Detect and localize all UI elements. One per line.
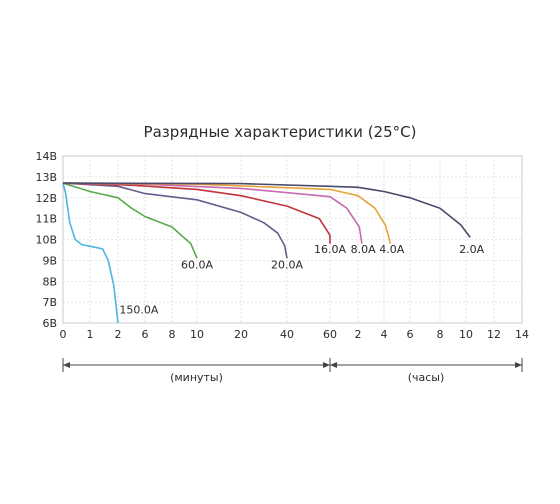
series-line xyxy=(62,182,331,244)
x-tick-label: 0 xyxy=(60,328,67,341)
arrow-head-right xyxy=(323,362,330,368)
series-line xyxy=(62,182,471,238)
x-tick-label: 12 xyxy=(487,328,501,341)
y-axis-ticks: 14В 13В 12В 11В 10В 9В 8В 7В 6В xyxy=(35,150,57,330)
series-line xyxy=(62,182,288,259)
arrow-head-right xyxy=(515,362,522,368)
x-tick-label: 8 xyxy=(169,328,176,341)
series-labels: 150.0А 60.0А 20.0А 16.0А 8.0А 4.0А 2.0А xyxy=(119,243,484,317)
x-tick-label: 10 xyxy=(190,328,204,341)
series-lines xyxy=(62,182,471,324)
x-tick-label: 6 xyxy=(407,328,414,341)
x-tick-label: 6 xyxy=(142,328,149,341)
y-tick-label: 10В xyxy=(35,234,57,247)
y-tick-label: 8В xyxy=(42,275,57,288)
series-label: 2.0А xyxy=(459,243,484,256)
x-tick-label: 4 xyxy=(381,328,388,341)
x-tick-label: 8 xyxy=(437,328,444,341)
x-tick-label: 20 xyxy=(234,328,248,341)
series-line xyxy=(62,182,198,259)
series-label: 8.0А xyxy=(351,243,376,256)
series-label: 4.0А xyxy=(379,243,404,256)
x-unit-label: (минуты) xyxy=(170,371,223,384)
x-unit-ranges: (минуты) (часы) xyxy=(62,358,523,384)
series-label: 60.0А xyxy=(181,259,213,272)
arrow-head-left xyxy=(330,362,337,368)
x-tick-label: 1 xyxy=(87,328,94,341)
x-tick-label: 40 xyxy=(280,328,294,341)
x-tick-label: 60 xyxy=(323,328,337,341)
chart-title: Разрядные характеристики (25°С) xyxy=(144,123,417,141)
series-label: 150.0А xyxy=(119,304,158,317)
x-unit-label: (часы) xyxy=(408,371,445,384)
y-tick-label: 7В xyxy=(42,296,57,309)
y-tick-label: 6В xyxy=(42,317,57,330)
x-tick-label: 2 xyxy=(355,328,362,341)
series-label: 16.0А xyxy=(314,243,346,256)
y-tick-label: 12В xyxy=(35,192,57,205)
chart-grid xyxy=(62,155,523,324)
y-tick-label: 11В xyxy=(35,213,57,226)
y-tick-label: 9В xyxy=(42,254,57,267)
x-tick-label: 2 xyxy=(115,328,122,341)
y-tick-label: 14В xyxy=(35,150,57,163)
x-tick-label: 10 xyxy=(459,328,473,341)
x-tick-label: 14 xyxy=(515,328,529,341)
arrow-head-left xyxy=(63,362,70,368)
series-label: 20.0А xyxy=(271,259,303,272)
y-tick-label: 13В xyxy=(35,171,57,184)
series-line xyxy=(62,182,392,244)
x-axis-ticks: 0 1 2 6 8 10 20 40 60 2 4 6 8 10 12 14 xyxy=(60,328,530,341)
series-line xyxy=(62,182,119,324)
